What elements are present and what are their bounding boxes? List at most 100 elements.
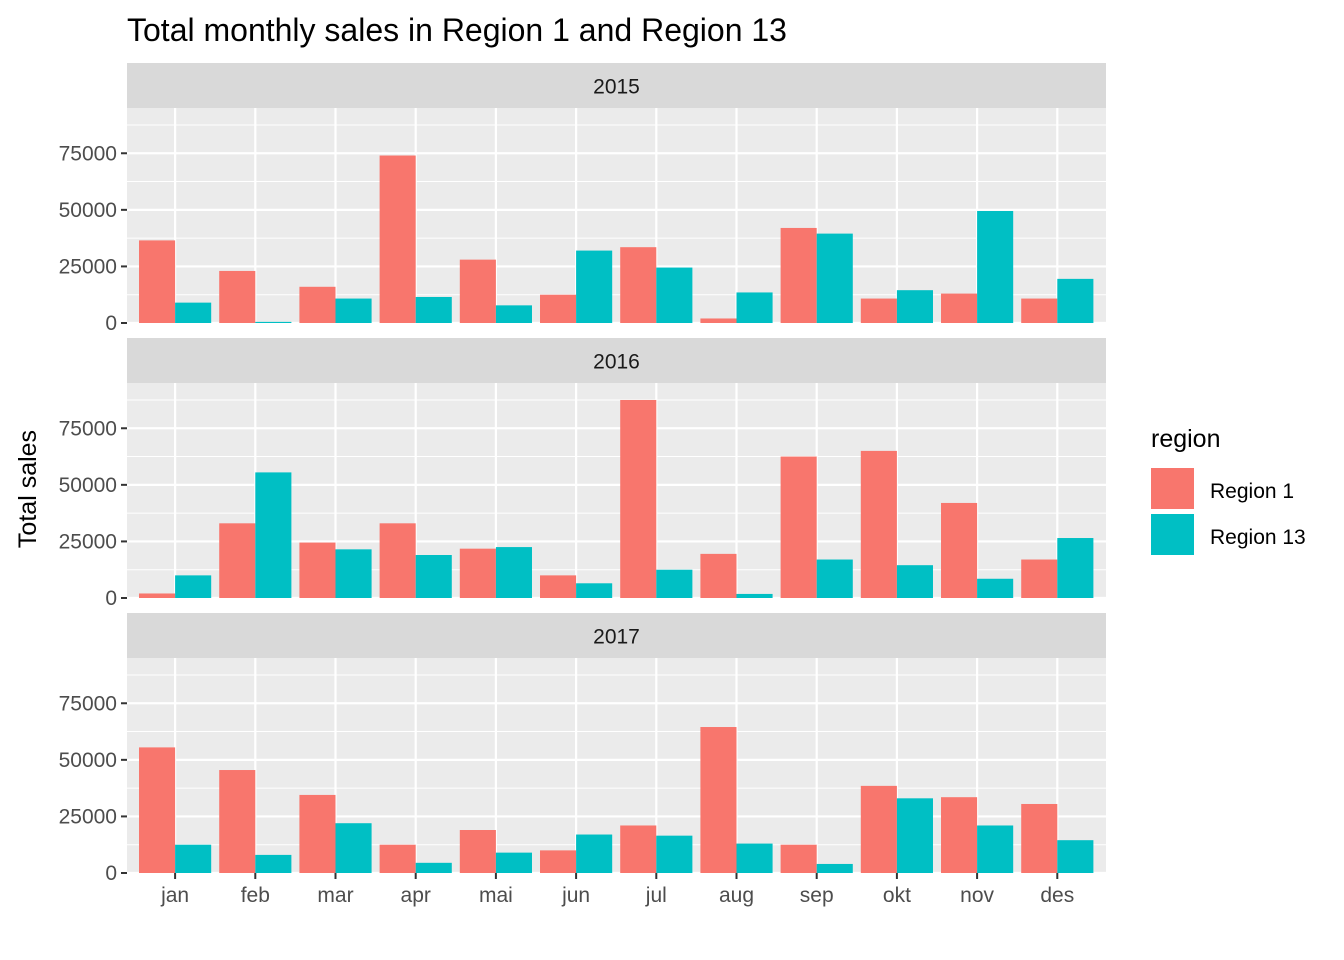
- bar-2016-sep-region-1: [780, 456, 817, 598]
- chart-title: Total monthly sales in Region 1 and Regi…: [127, 12, 787, 48]
- bar-2017-mar-region-1: [299, 794, 336, 873]
- panel-background: [127, 108, 1106, 323]
- bar-2017-jun-region-13: [576, 834, 613, 873]
- bar-2017-sep-region-13: [816, 863, 853, 873]
- bar-2015-jun-region-13: [576, 250, 613, 323]
- bar-2015-sep-region-13: [816, 233, 853, 323]
- bar-2017-apr-region-1: [379, 844, 416, 873]
- bar-2016-jul-region-1: [620, 399, 657, 598]
- bar-2016-jun-region-13: [576, 583, 613, 598]
- bar-2016-mar-region-1: [299, 542, 336, 598]
- legend-key-region-1: [1151, 468, 1194, 509]
- x-tick-label: nov: [960, 884, 994, 907]
- legend-key-region-13: [1151, 514, 1194, 555]
- facet-strip-label: 2016: [593, 351, 640, 374]
- bar-2017-jan-region-1: [139, 747, 176, 873]
- bar-2017-jan-region-13: [175, 844, 212, 873]
- x-tick-label: feb: [241, 884, 270, 907]
- x-tick-label: sep: [800, 884, 834, 907]
- bar-2017-okt-region-13: [896, 798, 933, 873]
- y-axis-title: Total sales: [14, 430, 42, 548]
- bar-2015-okt-region-13: [896, 290, 933, 323]
- facet-2016: 2016 0 25000 50000 75000: [59, 338, 1106, 610]
- bar-2016-jun-region-1: [540, 575, 577, 598]
- bar-2015-aug-region-1: [700, 318, 737, 323]
- legend: region Region 1 Region 13: [1151, 425, 1306, 555]
- facet-panels: 2015 0 25000 50000 75000 2016 0 25000 50000 75000…: [59, 63, 1106, 907]
- x-tick-label: jun: [561, 884, 590, 907]
- bar-2016-apr-region-13: [415, 555, 452, 598]
- bar-2015-feb-region-1: [219, 270, 256, 323]
- bar-2016-jan-region-13: [175, 575, 212, 598]
- x-tick-label: mar: [317, 884, 353, 907]
- bar-2015-mar-region-1: [299, 286, 336, 323]
- x-tick-label: mai: [479, 884, 513, 907]
- bar-2017-feb-region-1: [219, 770, 256, 873]
- bar-2016-nov-region-1: [941, 502, 978, 598]
- y-tick-label: 0: [105, 587, 117, 610]
- x-tick-label: aug: [719, 884, 754, 907]
- bar-2015-okt-region-1: [860, 298, 897, 323]
- bar-2015-des-region-13: [1057, 278, 1094, 323]
- bar-2017-mar-region-13: [335, 823, 372, 873]
- bar-2017-nov-region-1: [941, 797, 978, 873]
- bar-2015-mai-region-1: [459, 259, 496, 323]
- y-tick-label: 25000: [59, 255, 117, 278]
- x-tick-label: des: [1040, 884, 1074, 907]
- bar-2017-mai-region-13: [495, 852, 532, 873]
- bar-2016-jul-region-13: [656, 569, 693, 598]
- bar-2015-apr-region-1: [379, 155, 416, 323]
- bar-2017-nov-region-13: [977, 825, 1014, 873]
- bar-2015-mar-region-13: [335, 298, 372, 323]
- bar-2016-okt-region-1: [860, 450, 897, 598]
- bar-2016-nov-region-13: [977, 578, 1014, 598]
- bar-2016-mai-region-1: [459, 548, 496, 598]
- bar-2016-aug-region-13: [736, 593, 773, 598]
- bar-2017-feb-region-13: [255, 854, 292, 873]
- y-tick-label: 25000: [59, 805, 117, 828]
- bar-2017-okt-region-1: [860, 785, 897, 873]
- y-tick-label: 50000: [59, 474, 117, 497]
- y-tick-label: 0: [105, 862, 117, 885]
- bar-2016-feb-region-13: [255, 472, 292, 598]
- bar-2017-des-region-13: [1057, 840, 1094, 873]
- y-tick-label: 25000: [59, 530, 117, 553]
- bar-2015-jul-region-13: [656, 267, 693, 323]
- bar-2015-nov-region-13: [977, 210, 1014, 323]
- bar-2015-nov-region-1: [941, 293, 978, 323]
- x-tick-label: okt: [883, 884, 911, 907]
- bar-2017-jul-region-13: [656, 835, 693, 873]
- y-tick-label: 50000: [59, 199, 117, 222]
- y-tick-label: 75000: [59, 142, 117, 165]
- bar-2017-mai-region-1: [459, 830, 496, 873]
- bar-2017-jul-region-1: [620, 825, 657, 873]
- x-tick-label: jul: [645, 884, 667, 907]
- bar-2017-aug-region-13: [736, 843, 773, 873]
- bar-2016-apr-region-1: [379, 523, 416, 598]
- facet-strip: [127, 613, 1106, 658]
- bar-2016-feb-region-1: [219, 523, 256, 598]
- y-tick-label: 75000: [59, 692, 117, 715]
- bar-2017-sep-region-1: [780, 844, 817, 873]
- facet-2015: 2015 0 25000 50000 75000: [59, 63, 1106, 335]
- bar-2017-jun-region-1: [540, 850, 577, 873]
- bar-2015-feb-region-13: [255, 321, 292, 323]
- bar-2016-aug-region-1: [700, 553, 737, 598]
- bar-2015-sep-region-1: [780, 227, 817, 323]
- facet-strip-label: 2017: [593, 626, 640, 649]
- bar-2015-aug-region-13: [736, 292, 773, 323]
- bar-2016-des-region-13: [1057, 538, 1094, 598]
- bar-2015-jan-region-13: [175, 302, 212, 323]
- legend-label-region-13: Region 13: [1210, 526, 1306, 549]
- y-tick-label: 50000: [59, 749, 117, 772]
- bar-2016-mai-region-13: [495, 547, 532, 598]
- facet-strip: [127, 338, 1106, 383]
- facet-strip-label: 2015: [593, 76, 640, 99]
- bar-2016-okt-region-13: [896, 565, 933, 598]
- bar-2015-des-region-1: [1021, 298, 1058, 323]
- y-tick-label: 75000: [59, 417, 117, 440]
- bar-2016-mar-region-13: [335, 549, 372, 598]
- legend-title: region: [1151, 425, 1221, 453]
- x-tick-label: jan: [160, 884, 189, 907]
